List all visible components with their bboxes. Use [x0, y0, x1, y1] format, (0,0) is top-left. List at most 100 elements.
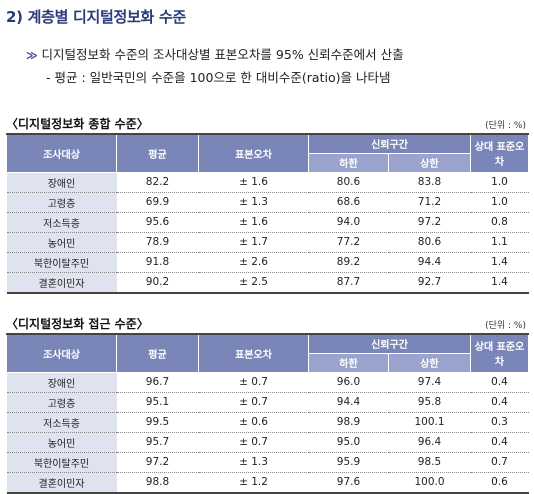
cell-mean: 91.8	[116, 252, 199, 273]
cell-mean: 96.7	[116, 372, 199, 393]
cell-mean: 90.2	[116, 272, 199, 294]
double-chevron-icon: ≫	[26, 49, 38, 62]
header-group: 조사대상	[6, 133, 117, 173]
cell-rel: 0.8	[470, 212, 529, 233]
cell-label: 고령층	[6, 392, 117, 413]
cell-mean: 98.8	[116, 472, 199, 494]
cell-mean: 95.7	[116, 432, 199, 453]
cell-rel: 1.4	[470, 272, 529, 294]
table-unit: (단위 : %)	[485, 321, 526, 331]
cell-upper: 71.2	[388, 192, 471, 213]
header-mean: 평균	[116, 333, 199, 373]
table-row: 농어민 95.7 ± 0.7 95.0 96.4 0.4	[6, 432, 529, 453]
table-unit: (단위 : %)	[485, 121, 526, 131]
table-row: 결혼이민자 90.2 ± 2.5 87.7 92.7 1.4	[6, 272, 529, 294]
header-group: 조사대상	[6, 333, 117, 373]
cell-upper: 83.8	[388, 172, 471, 193]
cell-rel: 1.0	[470, 172, 529, 193]
cell-label: 장애인	[6, 372, 117, 393]
header-upper: 상한	[388, 152, 471, 173]
cell-mean: 95.1	[116, 392, 199, 413]
header-upper: 상한	[388, 352, 471, 373]
cell-upper: 100.1	[388, 412, 471, 433]
table-row: 농어민 78.9 ± 1.7 77.2 80.6 1.1	[6, 232, 529, 253]
cell-lower: 77.2	[308, 232, 389, 253]
table-row: 고령층 69.9 ± 1.3 68.6 71.2 1.0	[6, 192, 529, 213]
cell-mean: 82.2	[116, 172, 199, 193]
cell-label: 농어민	[6, 232, 117, 253]
table-access-block: 〈디지털정보화 접근 수준〉 (단위 : %) 조사대상 평균 표본오차 신뢰구…	[6, 315, 529, 494]
cell-mean: 95.6	[116, 212, 199, 233]
cell-label: 결혼이민자	[6, 472, 117, 494]
cell-mean: 99.5	[116, 412, 199, 433]
cell-upper: 100.0	[388, 472, 471, 494]
header-rel: 상대 표준오차	[470, 333, 529, 373]
table-row: 고령층 95.1 ± 0.7 94.4 95.8 0.4	[6, 392, 529, 413]
cell-lower: 68.6	[308, 192, 389, 213]
section-title: 2) 계층별 디지털정보화 수준	[6, 8, 186, 26]
cell-rel: 1.1	[470, 232, 529, 253]
cell-rel: 1.0	[470, 192, 529, 213]
cell-rel: 0.3	[470, 412, 529, 433]
table-caption: 〈디지털정보화 접근 수준〉	[6, 317, 149, 331]
cell-stderr: ± 0.6	[198, 412, 309, 433]
cell-lower: 96.0	[308, 372, 389, 393]
cell-label: 결혼이민자	[6, 272, 117, 294]
header-mean: 평균	[116, 133, 199, 173]
table-body: 장애인 82.2 ± 1.6 80.6 83.8 1.0 고령층 69.9 ± 1.3 68.6 7…	[6, 172, 529, 294]
table-row: 북한이탈주민 91.8 ± 2.6 89.2 94.4 1.4	[6, 252, 529, 273]
cell-upper: 80.6	[388, 232, 471, 253]
table-overall-block: 〈디지털정보화 종합 수준〉 (단위 : %) 조사대상 평균 표본오차 신뢰구…	[6, 115, 529, 294]
table-overall: 조사대상 평균 표본오차 신뢰구간 상대 표준오차 하한 상한 장애인 82.2 ±…	[6, 133, 529, 294]
cell-stderr: ± 0.7	[198, 372, 309, 393]
cell-upper: 96.4	[388, 432, 471, 453]
cell-lower: 95.9	[308, 452, 389, 473]
header-rel: 상대 표준오차	[470, 133, 529, 173]
table-row: 저소득층 99.5 ± 0.6 98.9 100.1 0.3	[6, 412, 529, 433]
cell-rel: 1.4	[470, 252, 529, 273]
header-lower: 하한	[308, 352, 389, 373]
cell-lower: 98.9	[308, 412, 389, 433]
cell-stderr: ± 0.7	[198, 432, 309, 453]
cell-stderr: ± 1.3	[198, 192, 309, 213]
cell-stderr: ± 2.5	[198, 272, 309, 294]
bullet-line: ≫ 디지털정보화 수준의 조사대상별 표본오차를 95% 신뢰수준에서 산출	[26, 44, 404, 63]
header-stderr: 표본오차	[198, 133, 309, 173]
table-row: 북한이탈주민 97.2 ± 1.3 95.9 98.5 0.7	[6, 452, 529, 473]
cell-upper: 97.4	[388, 372, 471, 393]
header-stderr: 표본오차	[198, 333, 309, 373]
cell-rel: 0.4	[470, 432, 529, 453]
cell-upper: 98.5	[388, 452, 471, 473]
cell-rel: 0.4	[470, 392, 529, 413]
cell-lower: 94.0	[308, 212, 389, 233]
cell-mean: 78.9	[116, 232, 199, 253]
cell-mean: 97.2	[116, 452, 199, 473]
cell-stderr: ± 1.2	[198, 472, 309, 494]
header-lower: 하한	[308, 152, 389, 173]
header-ci: 신뢰구간	[308, 133, 471, 154]
table-row: 저소득층 95.6 ± 1.6 94.0 97.2 0.8	[6, 212, 529, 233]
cell-lower: 95.0	[308, 432, 389, 453]
cell-lower: 97.6	[308, 472, 389, 494]
cell-stderr: ± 1.3	[198, 452, 309, 473]
cell-stderr: ± 1.7	[198, 232, 309, 253]
cell-upper: 94.4	[388, 252, 471, 273]
cell-lower: 87.7	[308, 272, 389, 294]
cell-rel: 0.6	[470, 472, 529, 494]
header-ci: 신뢰구간	[308, 333, 471, 354]
cell-upper: 92.7	[388, 272, 471, 294]
cell-upper: 95.8	[388, 392, 471, 413]
cell-stderr: ± 2.6	[198, 252, 309, 273]
table-body: 장애인 96.7 ± 0.7 96.0 97.4 0.4 고령층 95.1 ± 0.7 94.4 9…	[6, 372, 529, 494]
cell-lower: 89.2	[308, 252, 389, 273]
cell-stderr: ± 1.6	[198, 172, 309, 193]
cell-label: 농어민	[6, 432, 117, 453]
cell-mean: 69.9	[116, 192, 199, 213]
cell-rel: 0.7	[470, 452, 529, 473]
cell-label: 고령층	[6, 192, 117, 213]
cell-label: 장애인	[6, 172, 117, 193]
cell-lower: 80.6	[308, 172, 389, 193]
cell-stderr: ± 0.7	[198, 392, 309, 413]
table-access: 조사대상 평균 표본오차 신뢰구간 상대 표준오차 하한 상한 장애인 96.7 ±…	[6, 333, 529, 494]
cell-label: 북한이탈주민	[6, 252, 117, 273]
